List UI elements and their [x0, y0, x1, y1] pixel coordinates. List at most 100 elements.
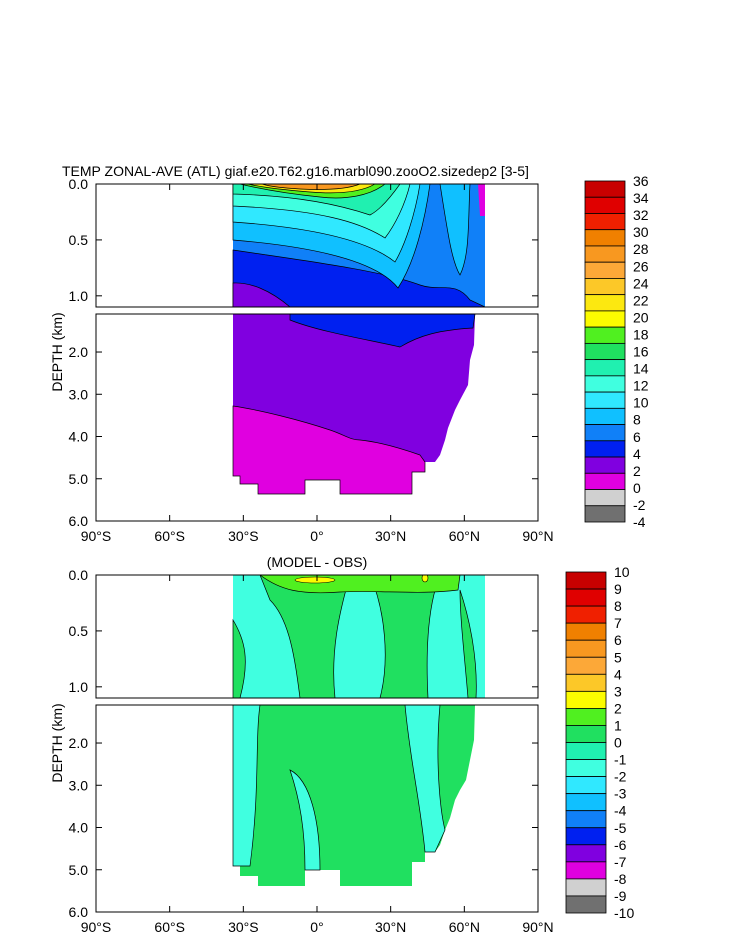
temp-axes: 90°S 60°S 30°S 0° 30°N 60°N 90°N 0.0 0.5 1.0 2.0 3.… — [69, 176, 554, 544]
colorbar-label: 26 — [633, 258, 649, 274]
colorbar-label: 10 — [614, 564, 630, 580]
colorbar-box — [584, 261, 626, 279]
y-tick-label: 0.0 — [69, 176, 89, 192]
colorbar-box — [565, 639, 607, 658]
x-tick-label: 0° — [310, 919, 323, 935]
colorbar-box — [584, 391, 626, 409]
colorbar-box — [584, 245, 626, 263]
colorbar-box — [565, 810, 607, 829]
colorbar-box — [565, 759, 607, 777]
colorbar-label: 4 — [633, 446, 641, 462]
colorbar-label: 18 — [633, 326, 649, 342]
colorbar-box — [584, 472, 626, 490]
colorbar-label: 34 — [633, 190, 649, 206]
y-tick-label: 5.0 — [69, 471, 89, 487]
colorbar-box — [584, 407, 626, 425]
colorbar-box — [584, 213, 626, 231]
colorbar-label: -4 — [614, 803, 627, 819]
colorbar-box — [565, 844, 607, 863]
colorbar-label: 6 — [614, 632, 622, 648]
y-axis-label: DEPTH (km) — [49, 703, 65, 782]
x-tick-label: 30°S — [228, 528, 259, 544]
field-magenta-edge — [478, 184, 485, 216]
y-tick-label: 3.0 — [69, 386, 89, 402]
colorbar-box — [565, 793, 607, 812]
colorbar-label: 30 — [633, 224, 649, 240]
chart-title: (MODEL - OBS) — [267, 554, 368, 570]
colorbar-label: -10 — [614, 905, 634, 921]
field-green-far-n — [459, 589, 477, 698]
colorbar-box — [565, 776, 607, 795]
colorbar-label: 7 — [614, 615, 622, 631]
diff-lower-field — [232, 705, 475, 886]
colorbar-label: -5 — [614, 820, 627, 836]
colorbar-box — [584, 505, 626, 523]
colorbar-label: 6 — [633, 429, 641, 445]
y-tick-label: 2.0 — [69, 344, 89, 360]
colorbar-box — [565, 690, 607, 709]
x-tick-label: 90°S — [81, 919, 112, 935]
colorbar-label: -2 — [633, 497, 646, 513]
colorbar-label: 36 — [633, 173, 649, 189]
colorbar-label: 28 — [633, 241, 649, 257]
y-tick-label: 1.0 — [69, 679, 89, 695]
colorbar-label: -1 — [614, 752, 627, 768]
colorbar-box — [584, 278, 626, 296]
colorbar-box — [565, 878, 607, 897]
colorbar-box — [584, 342, 626, 361]
temp-upper-field — [232, 184, 486, 307]
colorbar-label: 16 — [633, 344, 649, 360]
x-tick-label: 90°N — [522, 528, 553, 544]
y-tick-label: 0.5 — [69, 623, 89, 639]
x-tick-label: 30°S — [228, 919, 259, 935]
colorbar-box — [565, 725, 607, 743]
x-tick-label: 60°N — [449, 528, 480, 544]
colorbar-label: 32 — [633, 207, 649, 223]
colorbar-box — [565, 571, 607, 590]
colorbar-label: 10 — [633, 395, 649, 411]
x-tick-label: 0° — [310, 528, 323, 544]
colorbar-label: -6 — [614, 837, 627, 853]
colorbar-box — [584, 440, 626, 458]
field-yellow-spot-n — [421, 575, 429, 583]
y-tick-label: 4.0 — [69, 429, 89, 445]
y-tick-label: 1.0 — [69, 288, 89, 304]
lower-mask — [96, 314, 233, 500]
field-aqua-n — [404, 705, 446, 853]
colorbar-label: 2 — [633, 463, 641, 479]
y-axis-label: DEPTH (km) — [49, 312, 65, 391]
y-tick-label: 3.0 — [69, 777, 89, 793]
field-orange-26 — [261, 184, 361, 190]
colorbar-box — [584, 196, 626, 214]
colorbar-label: 2 — [614, 700, 622, 716]
colorbar-label: 4 — [614, 666, 622, 682]
x-tick-label: 60°S — [154, 919, 185, 935]
field-magenta-bottom — [232, 405, 426, 495]
colorbar-box — [565, 656, 607, 675]
colorbar-label: 8 — [633, 412, 641, 428]
y-tick-label: 6.0 — [69, 513, 89, 529]
colorbar-label: 9 — [614, 581, 622, 597]
colorbar-label: -2 — [614, 769, 627, 785]
colorbar-box — [565, 588, 607, 607]
colorbar-box — [584, 359, 626, 377]
colorbar-box — [565, 895, 607, 914]
colorbar-box — [565, 622, 607, 641]
field-green-n — [369, 575, 441, 698]
colorbar-label: 0 — [614, 735, 622, 751]
y-tick-label: 5.0 — [69, 862, 89, 878]
field-cyan-north — [439, 184, 471, 276]
colorbar-label: 5 — [614, 649, 622, 665]
colorbar-label: 0 — [633, 480, 641, 496]
colorbar-box — [565, 708, 607, 726]
colorbar-label: 24 — [633, 275, 649, 291]
colorbar-box — [565, 742, 607, 760]
temp-lower-field — [96, 314, 476, 500]
field-green-mid — [259, 575, 351, 698]
field-blue-6 — [232, 249, 486, 307]
colorbar-label: -7 — [614, 854, 627, 870]
y-tick-label: 4.0 — [69, 820, 89, 836]
